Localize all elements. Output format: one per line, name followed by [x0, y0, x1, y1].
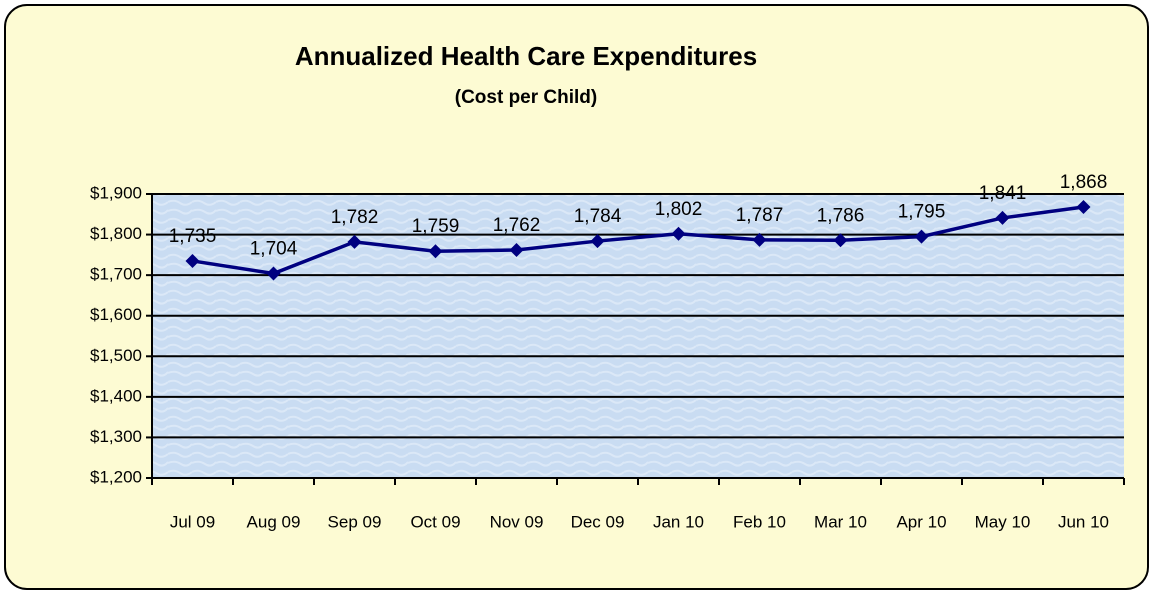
- x-tick-label: Feb 10: [733, 512, 786, 531]
- x-tick-label: Apr 10: [896, 512, 946, 531]
- data-label: 1,787: [736, 205, 784, 226]
- y-tick-label: $1,700: [90, 265, 142, 284]
- plot-area: [152, 194, 1124, 478]
- x-tick-label: Jul 09: [170, 512, 215, 531]
- data-point: [995, 210, 1010, 225]
- data-label: 1,795: [898, 202, 946, 223]
- x-tick-label: Jun 10: [1058, 512, 1109, 531]
- y-tick-label: $1,900: [90, 183, 142, 202]
- y-tick-label: $1,500: [90, 346, 142, 365]
- x-tick-label: Oct 09: [410, 512, 460, 531]
- data-label: 1,784: [574, 206, 622, 227]
- data-label: 1,782: [331, 207, 379, 228]
- data-label: 1,762: [493, 215, 541, 236]
- data-point: [428, 244, 443, 259]
- series-line: [192, 205, 1084, 276]
- data-point: [752, 232, 767, 247]
- data-label: 1,841: [979, 183, 1027, 204]
- y-tick-label: $1,300: [90, 427, 142, 446]
- data-label: 1,868: [1060, 172, 1108, 193]
- data-label: 1,735: [169, 226, 217, 247]
- x-tick-label: Jan 10: [653, 512, 704, 531]
- data-point: [914, 229, 929, 244]
- y-tick-label: $1,600: [90, 305, 142, 324]
- data-point: [833, 233, 848, 248]
- chart-subtitle: (Cost per Child): [455, 87, 598, 108]
- data-point: [185, 253, 200, 268]
- x-tick-label: Dec 09: [571, 512, 625, 531]
- x-tick-label: Nov 09: [490, 512, 544, 531]
- y-tick-label: $1,800: [90, 224, 142, 243]
- y-tick-label: $1,200: [90, 467, 142, 486]
- x-tick-label: Mar 10: [814, 512, 867, 531]
- x-tick-label: May 10: [975, 512, 1031, 531]
- x-tick-label: Sep 09: [328, 512, 382, 531]
- data-label: 1,704: [250, 239, 298, 260]
- y-tick-label: $1,400: [90, 386, 142, 405]
- data-point: [590, 234, 605, 249]
- data-label: 1,786: [817, 205, 865, 226]
- data-point: [347, 234, 362, 249]
- data-label: 1,759: [412, 216, 460, 237]
- x-tick-label: Aug 09: [247, 512, 301, 531]
- data-label: 1,802: [655, 199, 703, 220]
- data-point: [671, 226, 686, 241]
- data-point: [266, 266, 281, 281]
- chart-title: Annualized Health Care Expenditures: [295, 41, 757, 71]
- data-point: [1076, 199, 1091, 214]
- data-point: [509, 242, 524, 257]
